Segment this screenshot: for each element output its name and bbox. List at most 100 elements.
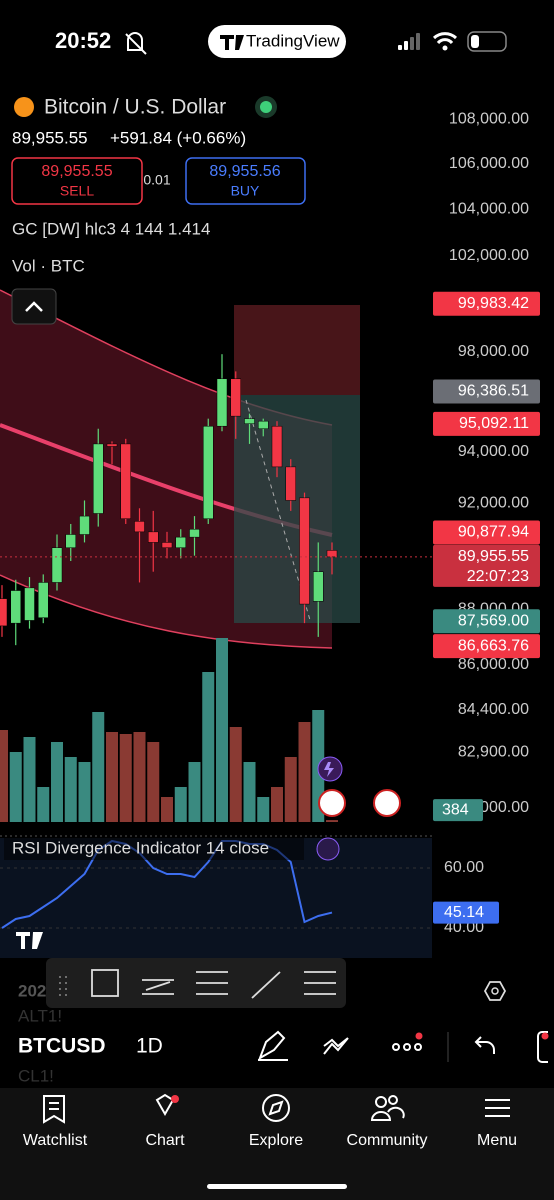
layout-button[interactable]	[537, 1031, 548, 1063]
market-status	[260, 101, 272, 113]
candle-body	[10, 590, 21, 624]
candle-body	[51, 547, 63, 583]
y-tick-label: 84,400.00	[458, 701, 529, 718]
price-axis: 108,000.00 106,000.00 104,000.00 102,000.00…	[0, 110, 540, 936]
event-flag[interactable]	[318, 789, 346, 817]
symbol-button[interactable]: BTCUSD	[18, 1035, 106, 1058]
volume-bar	[133, 732, 146, 822]
symbol-name: Bitcoin / U.S. Dollar	[44, 96, 226, 119]
volume-tag-label: 384	[442, 801, 469, 818]
channel-tool[interactable]	[142, 979, 174, 995]
candle-body	[93, 443, 104, 514]
candle-body	[65, 534, 76, 548]
toolbar-icons	[59, 969, 336, 1000]
price-tag	[433, 520, 540, 545]
draw-button[interactable]	[258, 1030, 288, 1061]
candle-body	[299, 497, 310, 605]
volume-bar	[37, 787, 50, 822]
candle-body	[161, 542, 173, 548]
y-tick-label: 108,000.00	[449, 110, 529, 127]
volume-bar	[174, 787, 187, 822]
wifi-dot	[442, 45, 448, 51]
settings-button[interactable]	[483, 981, 507, 1001]
line-tool[interactable]	[251, 971, 281, 999]
btc-icon	[14, 97, 34, 117]
spread: 0.01	[143, 172, 170, 188]
volume-bar	[92, 712, 105, 822]
app-badge[interactable]	[208, 25, 346, 58]
rsi-title-bg	[4, 838, 304, 860]
y-tick-label: 94,000.00	[458, 443, 529, 460]
candle-body	[0, 598, 8, 627]
candle-body	[106, 443, 118, 447]
rsi-settings[interactable]	[316, 837, 340, 861]
volume-bar	[326, 820, 338, 822]
bolt	[324, 762, 334, 777]
notification-dot	[541, 1032, 549, 1040]
y-tick-label: 92,000.00	[458, 494, 529, 511]
volume-bar	[229, 727, 242, 822]
target-zone	[234, 395, 360, 623]
price-tag	[433, 411, 540, 436]
price-tag-label: 89,955.55	[458, 548, 529, 565]
volume-bar	[106, 732, 118, 822]
candle-body	[326, 550, 338, 558]
tab-label[interactable]: Chart	[145, 1132, 185, 1149]
candle-body	[313, 571, 324, 602]
interval-button[interactable]: 1D	[136, 1035, 163, 1058]
notification-dot	[415, 1032, 423, 1040]
volume-bar	[243, 762, 256, 822]
price-tag-label: 95,092.11	[459, 415, 529, 432]
indicator-label: GC [DW] hlc3 4 144 1.414	[12, 219, 210, 238]
event-flag[interactable]	[373, 789, 401, 817]
rect-tool[interactable]	[91, 969, 119, 997]
tab-label[interactable]: Watchlist	[23, 1132, 88, 1149]
last-price: 89,955.55	[12, 128, 88, 147]
tab-label[interactable]: Menu	[477, 1132, 517, 1149]
buy-button[interactable]	[185, 157, 306, 205]
tab-bar	[0, 1088, 554, 1200]
price-tag-label: 90,877.94	[458, 524, 529, 541]
sell-button[interactable]	[11, 157, 143, 205]
battery-level	[471, 35, 479, 48]
undo-button[interactable]	[474, 1036, 495, 1054]
projection-line	[245, 399, 311, 621]
indicators-button[interactable]	[323, 1037, 349, 1055]
candle-body	[285, 466, 296, 501]
candle-body	[258, 420, 269, 429]
volume-bar	[147, 742, 160, 822]
candle-body	[120, 443, 131, 519]
candle-body	[175, 536, 186, 548]
price-tag	[433, 609, 540, 634]
settings-dot	[491, 987, 499, 995]
volume-bar	[78, 762, 91, 822]
volume-bar	[119, 734, 132, 822]
fib-tool[interactable]	[196, 971, 228, 995]
candle-body	[244, 418, 255, 424]
candle-body	[148, 531, 159, 543]
collapse-button[interactable]	[11, 288, 57, 325]
faded-label: CL1!	[18, 1066, 54, 1085]
tab-label[interactable]: Explore	[249, 1132, 303, 1149]
candle-body	[189, 528, 200, 538]
price-tag	[433, 544, 540, 587]
candle-body	[38, 582, 49, 618]
volume-bar	[188, 762, 201, 822]
notification-dot	[171, 1095, 179, 1103]
volume-bar	[161, 797, 173, 822]
tab-label[interactable]: Community	[347, 1132, 428, 1149]
more-button[interactable]	[392, 1043, 422, 1051]
volume-bar	[64, 757, 77, 822]
price-tag-label: 96,386.51	[458, 383, 529, 400]
price-tag-label: 87,569.00	[458, 612, 529, 629]
y-tick-label: 98,000.00	[458, 343, 529, 360]
tv-logo	[220, 35, 244, 50]
price-tag-label: 99,983.42	[458, 295, 529, 312]
candle-body	[230, 378, 241, 417]
sell-price: 89,955.55	[41, 163, 112, 180]
volume-bar	[9, 752, 22, 822]
clock: 20:52	[55, 28, 111, 53]
lines-tool[interactable]	[304, 971, 336, 995]
